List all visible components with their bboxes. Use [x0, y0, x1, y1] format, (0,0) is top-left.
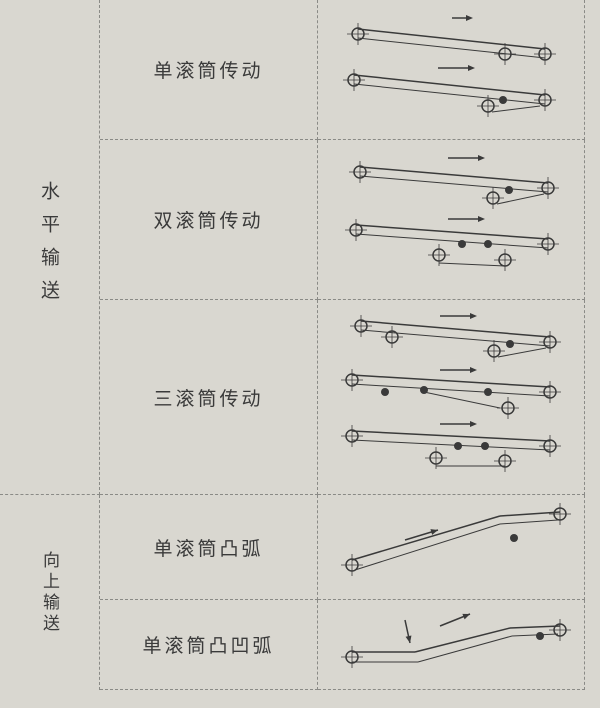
row-double-drive: 双滚筒传动	[100, 140, 318, 300]
snub-pulley-icon	[499, 96, 507, 104]
direction-arrow-icon	[405, 635, 412, 643]
belt-line	[360, 329, 551, 347]
direction-arrow-icon	[430, 529, 438, 535]
diagram-cell	[318, 140, 585, 300]
direction-arrow-icon	[470, 313, 477, 319]
direction-arrow-icon	[468, 65, 475, 71]
belt-line	[359, 175, 549, 193]
belt-line	[496, 193, 545, 205]
snub-pulley-icon	[510, 534, 518, 542]
row-triple-drive: 三滚筒传动	[100, 300, 318, 495]
belt-line	[509, 625, 561, 629]
snub-pulley-icon	[484, 240, 492, 248]
belt-line	[359, 166, 549, 184]
snub-pulley-icon	[481, 442, 489, 450]
direction-arrow-icon	[470, 367, 477, 373]
belt-line	[351, 515, 501, 561]
direction-arrow-icon	[466, 15, 473, 21]
row-label: 三滚筒传动	[153, 387, 264, 410]
diagram-cell	[318, 300, 585, 495]
belt-line	[357, 37, 546, 59]
belt-line	[417, 635, 513, 663]
belt-line	[360, 320, 551, 338]
direction-arrow-icon	[462, 613, 470, 620]
group-label-upward: 向上输送	[39, 550, 59, 635]
belt-line	[357, 28, 546, 50]
diagram-cell	[318, 0, 585, 140]
belt-line	[355, 233, 549, 249]
diagram-cell	[318, 600, 585, 690]
belt-line	[353, 83, 546, 105]
belt-line	[351, 439, 551, 451]
belt-line	[353, 74, 546, 96]
row-label: 双滚筒传动	[153, 210, 264, 232]
belt-line	[499, 511, 561, 517]
group-horizontal-cell: 水平输送	[0, 0, 100, 495]
diagram-cell	[318, 495, 585, 600]
direction-arrow-icon	[470, 421, 477, 427]
snub-pulley-icon	[458, 240, 466, 248]
belt-line	[499, 519, 559, 525]
snub-pulley-icon	[536, 632, 544, 640]
belt-line	[438, 262, 506, 267]
belt-line	[414, 627, 511, 653]
snub-pulley-icon	[506, 340, 514, 348]
row-convex-concave-arc: 单滚筒凸凹弧	[100, 600, 318, 690]
row-label: 单滚筒传动	[153, 60, 264, 82]
belt-line	[354, 523, 501, 571]
row-single-drive: 单滚筒传动	[100, 0, 318, 140]
belt-line	[511, 633, 559, 637]
group-label-horizontal: 水平输送	[38, 181, 60, 313]
row-label: 单滚筒凸凹弧	[142, 635, 275, 657]
belt-line	[351, 383, 551, 397]
belt-line	[351, 430, 551, 442]
belt-line	[491, 105, 541, 113]
row-convex-arc: 单滚筒凸弧	[100, 495, 318, 600]
group-upward-cell: 向上输送	[0, 495, 100, 690]
belt-line	[355, 224, 549, 240]
belt-line	[351, 374, 551, 388]
snub-pulley-icon	[484, 388, 492, 396]
snub-pulley-icon	[381, 388, 389, 396]
belt-line	[497, 347, 547, 358]
belt-line	[423, 391, 501, 409]
snub-pulley-icon	[505, 186, 513, 194]
row-label: 单滚筒凸弧	[153, 537, 264, 560]
snub-pulley-icon	[454, 442, 462, 450]
direction-arrow-icon	[478, 155, 485, 161]
direction-arrow-icon	[478, 216, 485, 222]
